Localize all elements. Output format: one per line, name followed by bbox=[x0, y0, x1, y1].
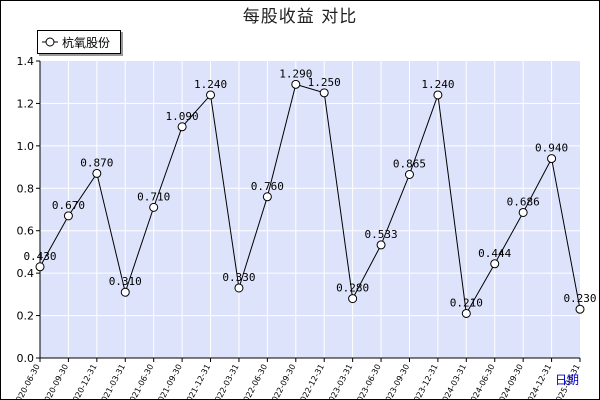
data-point bbox=[547, 154, 557, 164]
data-point bbox=[376, 240, 386, 250]
y-tick-label: 0.8 bbox=[17, 182, 35, 195]
x-tick-label: 2023-06-30 bbox=[353, 363, 383, 400]
data-point bbox=[461, 308, 471, 318]
x-tick-label: 2022-12-31 bbox=[296, 363, 326, 400]
data-label: 0.210 bbox=[450, 296, 483, 309]
y-tick-label: 0.6 bbox=[17, 225, 35, 238]
data-point bbox=[291, 79, 301, 89]
x-tick-label: 2020-12-31 bbox=[69, 363, 99, 400]
data-label: 0.533 bbox=[364, 228, 397, 241]
y-tick-label: 0.2 bbox=[17, 310, 35, 323]
data-point bbox=[149, 202, 159, 212]
data-point bbox=[433, 90, 443, 100]
data-label: 0.670 bbox=[52, 199, 85, 212]
data-label: 1.250 bbox=[308, 76, 341, 89]
data-label: 0.444 bbox=[478, 247, 511, 260]
data-point bbox=[63, 211, 73, 221]
data-label: 0.230 bbox=[563, 292, 596, 305]
y-tick-label: 0.4 bbox=[17, 267, 35, 280]
x-tick-label: 2021-12-31 bbox=[183, 363, 213, 400]
x-tick-label: 2022-09-30 bbox=[268, 363, 298, 400]
plot-area bbox=[40, 61, 580, 358]
x-tick-label: 2020-06-30 bbox=[12, 363, 42, 400]
data-label: 0.710 bbox=[137, 190, 170, 203]
data-point bbox=[490, 259, 500, 269]
data-point bbox=[177, 122, 187, 132]
y-tick-label: 1.0 bbox=[17, 140, 35, 153]
x-tick-label: 2023-12-31 bbox=[410, 363, 440, 400]
legend-marker-icon bbox=[42, 37, 58, 47]
x-tick-label: 2021-03-31 bbox=[97, 363, 127, 400]
x-tick-label: 2023-09-30 bbox=[381, 363, 411, 400]
data-point bbox=[404, 169, 414, 179]
data-point bbox=[348, 294, 358, 304]
data-label: 1.240 bbox=[421, 78, 454, 91]
data-point bbox=[234, 283, 244, 293]
x-tick-label: 2021-06-30 bbox=[126, 363, 156, 400]
x-axis-unit-label: 日期 bbox=[555, 373, 580, 387]
x-tick-label: 2020-09-30 bbox=[40, 363, 70, 400]
x-tick-label: 2022-06-30 bbox=[239, 363, 269, 400]
x-tick-label: 2022-03-31 bbox=[211, 363, 241, 400]
data-label: 0.870 bbox=[80, 156, 113, 169]
data-label: 0.865 bbox=[393, 157, 426, 170]
data-point bbox=[206, 90, 216, 100]
data-label: 0.330 bbox=[222, 271, 255, 284]
y-tick-label: 0.0 bbox=[17, 352, 35, 365]
data-label: 0.280 bbox=[336, 282, 369, 295]
legend: 杭氧股份 bbox=[37, 30, 121, 54]
x-tick-label: 2024-06-30 bbox=[467, 363, 497, 400]
data-point bbox=[319, 88, 329, 98]
data-label: 0.760 bbox=[251, 180, 284, 193]
x-tick-label: 2024-12-31 bbox=[524, 363, 554, 400]
x-tick-label: 2021-09-30 bbox=[154, 363, 184, 400]
data-label: 1.290 bbox=[279, 67, 312, 80]
data-label: 0.310 bbox=[109, 275, 142, 288]
x-tick-label: 2024-03-31 bbox=[438, 363, 468, 400]
legend-label: 杭氧股份 bbox=[62, 36, 111, 50]
data-label: 0.686 bbox=[507, 195, 540, 208]
data-point bbox=[518, 207, 528, 217]
series-line bbox=[39, 83, 581, 315]
data-point bbox=[35, 262, 45, 272]
data-label: 0.940 bbox=[535, 142, 568, 155]
data-label: 1.240 bbox=[194, 78, 227, 91]
data-point bbox=[575, 304, 585, 314]
y-tick-label: 1.4 bbox=[17, 55, 35, 68]
chart-title: 每股收益 对比 bbox=[242, 7, 358, 27]
data-label: 0.430 bbox=[23, 250, 56, 263]
data-point bbox=[92, 168, 102, 178]
x-tick-label: 2024-09-30 bbox=[495, 363, 525, 400]
data-point bbox=[262, 192, 272, 202]
y-tick-label: 1.2 bbox=[17, 97, 35, 110]
data-label: 1.090 bbox=[166, 110, 199, 123]
data-point bbox=[120, 287, 130, 297]
x-tick-label: 2023-03-31 bbox=[325, 363, 355, 400]
